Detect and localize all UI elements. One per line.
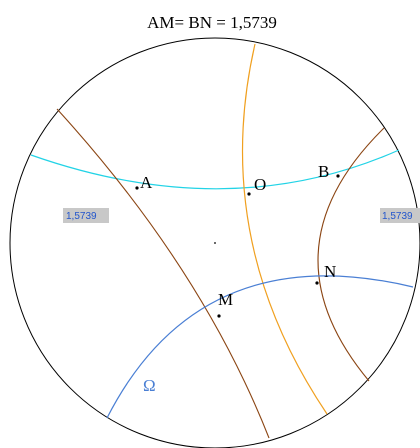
point-a[interactable]	[135, 186, 139, 190]
label-n: N	[324, 262, 336, 281]
label-b: B	[318, 162, 329, 181]
measure-box-left	[63, 208, 109, 223]
brown-geodesic-am	[56, 108, 270, 439]
title-text: AM= BN = 1,5739	[147, 13, 277, 32]
center-point	[214, 242, 216, 244]
label-m: M	[218, 290, 233, 309]
measure-right-text: 1,5739	[382, 211, 413, 222]
label-a: A	[140, 173, 153, 192]
orange-geodesic	[241, 43, 328, 415]
point-n[interactable]	[315, 281, 319, 285]
measure-box-right	[380, 208, 420, 223]
point-m[interactable]	[217, 314, 221, 318]
label-omega: Ω	[143, 376, 156, 395]
point-b[interactable]	[336, 174, 340, 178]
blue-geodesic-omega	[106, 275, 414, 419]
cyan-geodesic	[30, 149, 400, 190]
poincare-disk	[9, 37, 420, 448]
point-o[interactable]	[247, 192, 251, 196]
label-o: O	[254, 175, 266, 194]
brown-geodesic-bn	[317, 127, 385, 382]
measure-left-text: 1,5739	[66, 211, 97, 222]
